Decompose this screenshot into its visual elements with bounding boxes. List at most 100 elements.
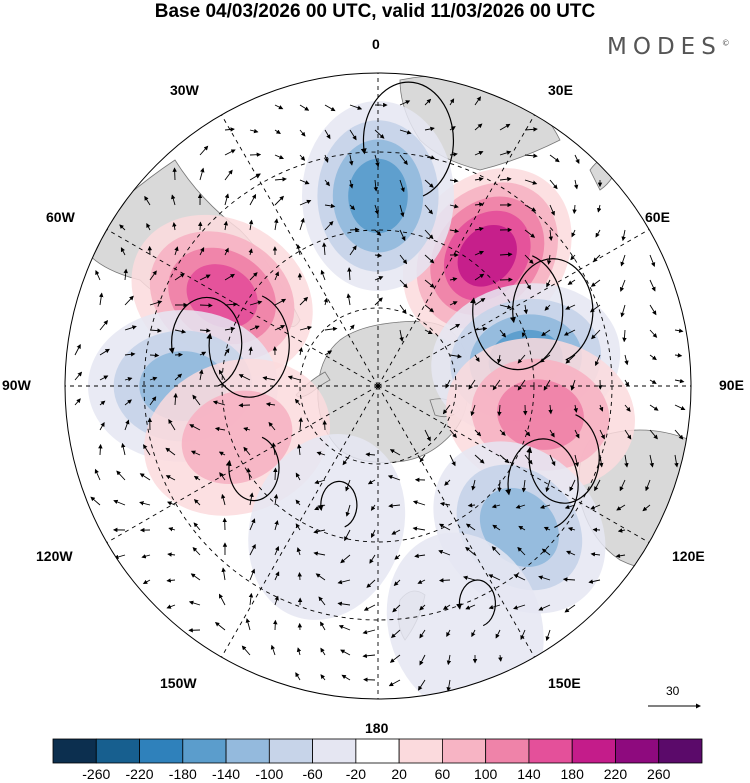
wind-vector <box>95 270 101 281</box>
wind-vector <box>249 128 259 134</box>
wind-vector <box>548 404 553 415</box>
wind-vector <box>337 601 351 607</box>
wind-vector <box>491 503 501 509</box>
wind-vector <box>149 396 157 406</box>
colorbar-swatch <box>52 738 97 764</box>
brand-mark: © <box>721 38 730 48</box>
wind-vector <box>649 254 656 268</box>
wind-vector <box>573 404 578 413</box>
wind-vector <box>449 429 457 439</box>
wind-vector <box>218 451 226 456</box>
wind-vector <box>567 527 576 532</box>
wind-vector <box>273 493 279 506</box>
colorbar-swatch <box>571 738 616 764</box>
colorbar-swatch <box>441 738 487 764</box>
wind-vector <box>124 376 133 382</box>
wind-vector <box>320 621 326 631</box>
wind-vector <box>349 245 357 256</box>
wind-vector <box>424 204 433 215</box>
wind-vector <box>188 600 201 606</box>
wind-vector <box>620 254 626 267</box>
wind-vector <box>165 447 176 456</box>
wind-vector <box>274 298 287 306</box>
wind-vector <box>449 152 458 157</box>
wind-vector <box>167 501 176 506</box>
wind-vector <box>474 226 484 232</box>
wind-vector <box>674 378 685 384</box>
wind-vector <box>474 326 488 332</box>
wind-vector <box>418 679 426 691</box>
wind-vector <box>621 229 626 242</box>
wind-vector <box>424 254 435 264</box>
wind-vector <box>199 351 207 356</box>
wind-vector <box>121 442 126 456</box>
wind-vector <box>223 220 229 231</box>
wind-vector <box>393 579 401 587</box>
wind-vector <box>123 268 128 281</box>
wind-vector <box>543 379 551 391</box>
wind-vector <box>497 404 502 417</box>
wind-vector <box>513 604 526 610</box>
wind-vector <box>338 625 351 631</box>
wind-vector <box>299 154 306 161</box>
wind-vector <box>544 304 551 311</box>
wind-vector <box>624 454 629 468</box>
wind-vector <box>299 217 305 231</box>
wind-vector <box>98 292 104 306</box>
wind-vector <box>324 326 338 332</box>
wind-vector <box>596 204 602 213</box>
colorbar-tick-label: -20 <box>345 766 366 782</box>
circulation-swirl <box>456 579 496 627</box>
wind-vector <box>143 444 151 456</box>
wind-vector <box>449 323 461 331</box>
colorbar-tick-label: 180 <box>560 766 584 782</box>
wind-vector <box>249 300 263 306</box>
wind-vector <box>570 379 576 391</box>
wind-vector <box>274 545 280 556</box>
wind-vector <box>521 329 527 338</box>
wind-vector <box>617 528 626 533</box>
wind-vector <box>674 353 683 358</box>
wind-vectors <box>74 96 686 692</box>
wind-vector <box>349 324 355 331</box>
anomaly-field <box>88 101 635 699</box>
wind-vector <box>424 304 435 313</box>
colorbar-swatch <box>225 738 270 764</box>
wind-vector <box>295 523 301 531</box>
wind-vector <box>363 604 376 611</box>
wind-vector <box>412 526 426 531</box>
wind-vector <box>124 325 137 331</box>
colorbar-swatch <box>268 738 314 764</box>
wind-vector <box>243 427 251 432</box>
wind-vector <box>248 219 254 231</box>
wind-vector <box>374 253 383 258</box>
wind-vector <box>392 604 401 613</box>
wind-vector <box>199 303 213 308</box>
wind-vector <box>549 454 556 467</box>
wind-vector <box>296 547 301 556</box>
anomaly-contour <box>348 158 408 234</box>
wind-vector <box>74 371 83 381</box>
wind-vector <box>590 552 601 557</box>
wind-vector <box>599 429 605 440</box>
circulation-swirl <box>360 81 455 197</box>
wind-vector <box>124 399 132 406</box>
wind-vector <box>268 421 276 431</box>
wind-vector <box>524 429 531 437</box>
colorbar-tick-label: -140 <box>212 766 241 782</box>
wind-vector <box>517 379 526 391</box>
wind-vector <box>449 353 462 359</box>
wind-vector <box>399 254 408 265</box>
wind-vector <box>318 596 326 606</box>
wind-vector <box>499 176 512 182</box>
wind-vector <box>287 375 301 381</box>
wind-vector <box>313 551 326 556</box>
wind-vector <box>619 479 626 492</box>
wind-vector <box>340 554 351 564</box>
wind-vector <box>391 529 401 535</box>
wind-vector <box>474 176 484 182</box>
wind-vector <box>342 454 351 466</box>
wind-vector <box>224 273 235 281</box>
wind-vector <box>449 228 460 234</box>
wind-vector <box>320 647 326 656</box>
